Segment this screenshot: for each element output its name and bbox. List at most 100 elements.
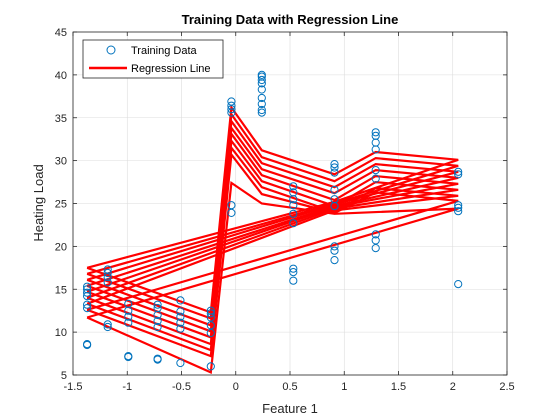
data-point-3 xyxy=(83,300,92,309)
data-point-62 xyxy=(289,182,298,191)
y-tick-label-7: 40 xyxy=(55,70,67,82)
y-tick-label-2: 15 xyxy=(55,284,67,296)
regression-lines xyxy=(86,104,459,375)
data-point-12 xyxy=(103,268,112,278)
data-point-85 xyxy=(454,170,463,179)
chart-title: Training Data with Regression Line xyxy=(182,12,399,27)
data-point-45 xyxy=(257,108,266,117)
legend-label-regression-line: Regression Line xyxy=(131,63,211,75)
data-point-70 xyxy=(330,163,339,172)
legend-label-training-data: Training Data xyxy=(131,45,198,57)
data-point-15 xyxy=(124,352,133,361)
data-point-53 xyxy=(257,70,266,80)
regression-line-7 xyxy=(86,151,459,358)
data-point-29 xyxy=(176,318,185,327)
y-tick-label-8: 45 xyxy=(55,27,67,39)
x-tick-label-3: 0 xyxy=(233,381,239,393)
data-point-2 xyxy=(83,304,92,313)
data-point-48 xyxy=(257,93,266,103)
data-point-26 xyxy=(153,300,162,309)
data-point-74 xyxy=(371,230,380,239)
data-point-19 xyxy=(124,299,133,308)
data-point-9 xyxy=(103,320,112,329)
data-point-84 xyxy=(454,201,463,210)
data-point-6 xyxy=(83,285,92,294)
data-point-54 xyxy=(289,276,298,285)
data-point-32 xyxy=(176,296,185,305)
data-point-65 xyxy=(330,242,339,251)
data-point-79 xyxy=(371,131,380,140)
data-point-44 xyxy=(227,97,236,106)
axes-frame xyxy=(72,31,508,376)
data-point-21 xyxy=(153,354,162,363)
data-point-38 xyxy=(206,306,215,315)
data-point-13 xyxy=(103,265,112,274)
data-point-34 xyxy=(206,328,215,338)
data-point-47 xyxy=(257,99,266,109)
data-point-56 xyxy=(289,264,298,273)
plot-marks xyxy=(83,70,463,375)
data-point-1 xyxy=(83,340,92,349)
data-point-69 xyxy=(330,168,339,177)
x-tick-labels: -1.5 -1 -0.5 0 0.5 1 1.5 2 2.5 xyxy=(64,381,515,393)
x-tick-label-0: -1.5 xyxy=(64,381,83,393)
data-point-30 xyxy=(176,312,185,321)
data-point-64 xyxy=(330,246,339,255)
data-point-16 xyxy=(124,318,133,327)
data-point-8 xyxy=(103,322,112,332)
data-point-11 xyxy=(103,273,112,282)
legend-marker-training-data xyxy=(106,45,116,55)
x-tick-label-6: 1.5 xyxy=(391,381,406,393)
x-tick-label-1: -1 xyxy=(122,381,132,393)
x-tick-label-7: 2 xyxy=(450,381,456,393)
data-point-71 xyxy=(330,160,339,169)
y-tick-label-4: 25 xyxy=(55,199,67,211)
data-point-86 xyxy=(454,167,463,176)
training-points xyxy=(83,70,463,371)
y-tick-label-3: 20 xyxy=(55,241,67,253)
data-point-25 xyxy=(153,304,162,313)
data-point-43 xyxy=(227,101,236,110)
data-point-37 xyxy=(206,309,215,318)
data-point-72 xyxy=(371,244,380,253)
data-point-55 xyxy=(289,268,298,277)
y-tick-label-1: 10 xyxy=(55,327,67,339)
x-tick-label-2: -0.5 xyxy=(172,381,191,393)
data-point-58 xyxy=(289,209,298,218)
data-point-81 xyxy=(454,280,463,289)
data-point-49 xyxy=(257,85,266,94)
y-axis-title: Heating Load xyxy=(31,164,46,241)
x-axis-title: Feature 1 xyxy=(262,401,318,416)
data-point-23 xyxy=(153,316,162,326)
x-tick-label-8: 2.5 xyxy=(499,381,514,393)
data-point-67 xyxy=(330,195,339,204)
legend-box xyxy=(82,39,224,79)
x-tick-label-5: 1 xyxy=(341,381,347,393)
data-point-80 xyxy=(371,128,380,137)
data-point-82 xyxy=(454,207,463,216)
legend: Training Data Regression Line xyxy=(82,39,224,79)
data-point-35 xyxy=(206,321,215,330)
data-point-51 xyxy=(257,75,266,85)
data-point-75 xyxy=(371,174,380,183)
data-point-17 xyxy=(124,312,133,321)
data-point-7 xyxy=(83,282,92,291)
x-tick-label-4: 0.5 xyxy=(282,381,297,393)
y-tick-label-6: 35 xyxy=(55,113,67,125)
data-point-68 xyxy=(330,185,339,194)
y-tick-labels: 5 10 15 20 25 30 35 40 45 xyxy=(55,27,67,382)
data-point-40 xyxy=(227,201,236,210)
data-point-61 xyxy=(289,188,298,197)
data-point-5 xyxy=(83,288,92,297)
data-point-46 xyxy=(257,105,266,115)
data-point-57 xyxy=(289,219,298,228)
data-point-83 xyxy=(454,203,463,212)
y-tick-label-5: 30 xyxy=(55,156,67,168)
data-point-22 xyxy=(153,322,162,332)
data-point-73 xyxy=(371,236,380,245)
data-point-33 xyxy=(206,362,215,371)
data-point-59 xyxy=(289,201,298,210)
data-point-28 xyxy=(176,324,185,333)
data-point-63 xyxy=(330,256,339,265)
